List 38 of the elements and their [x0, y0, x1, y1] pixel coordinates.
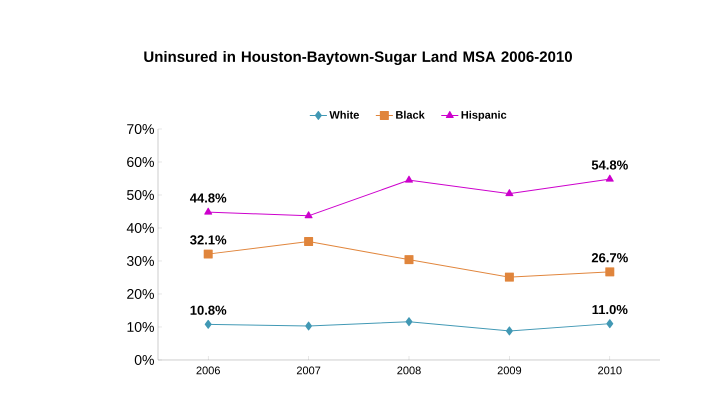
data-label: 26.7% — [592, 253, 628, 262]
x-tick-label: 2007 — [296, 366, 320, 374]
y-tick-label: 60% — [127, 157, 154, 167]
y-tick-label: 30% — [126, 256, 154, 266]
point — [404, 255, 414, 264]
point — [304, 237, 314, 246]
x-tick-label: 2010 — [598, 366, 622, 374]
point — [504, 272, 514, 282]
point — [605, 267, 614, 276]
data-label: 44.8% — [190, 193, 226, 203]
y-tick-label: 70% — [127, 124, 154, 134]
point — [304, 211, 313, 218]
y-tick-label: 50% — [127, 190, 154, 200]
y-tick-label: 0% — [134, 355, 154, 365]
point — [606, 319, 614, 328]
legend-label: Hispanic — [462, 110, 506, 121]
point — [204, 250, 213, 259]
y-tick-label: 20% — [127, 289, 154, 299]
data-label: 11.0% — [592, 304, 628, 314]
point — [606, 174, 614, 182]
x-tick-label: 2008 — [397, 366, 421, 374]
x-tick-label: 2006 — [196, 366, 220, 374]
point — [204, 320, 212, 329]
point — [406, 317, 412, 326]
point — [506, 326, 513, 336]
data-label: 32.1% — [190, 235, 226, 245]
point — [204, 208, 212, 215]
chart-title: Uninsured in Houston-Baytown-Sugar Land MSA 2006-2010 — [144, 50, 572, 66]
point — [305, 322, 312, 330]
x-tick-label: 2009 — [498, 366, 522, 374]
data-label: 10.8% — [190, 306, 226, 315]
legend-label: Black — [396, 110, 425, 119]
point — [505, 189, 514, 196]
legend-label: White — [329, 110, 359, 119]
data-label: 54.8% — [592, 160, 628, 170]
point — [405, 176, 413, 183]
y-tick-label: 40% — [126, 223, 154, 233]
y-tick-label: 10% — [128, 322, 154, 332]
